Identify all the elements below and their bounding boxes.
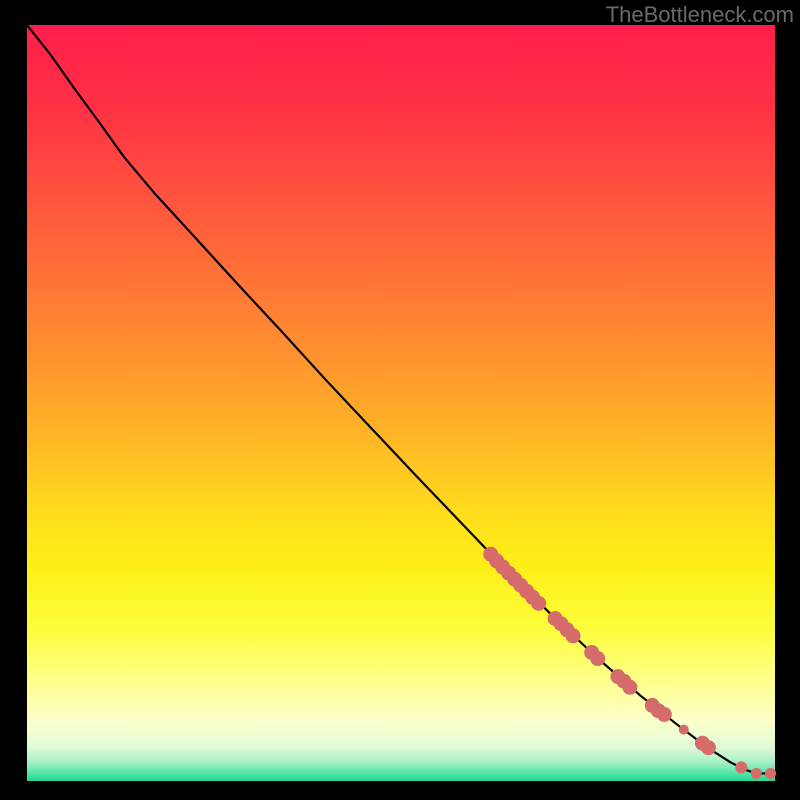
watermark-text: TheBottleneck.com [606,2,794,28]
plot-background [27,25,775,781]
marker-point [622,680,637,695]
marker-point [566,628,581,643]
marker-point [765,768,776,779]
marker-point [531,596,546,611]
marker-point [679,725,689,735]
marker-point [657,707,672,722]
marker-point [701,740,716,755]
marker-point [735,761,747,773]
marker-point [751,768,762,779]
marker-point [590,651,605,666]
chart-svg [0,0,800,800]
chart-container: TheBottleneck.com [0,0,800,800]
